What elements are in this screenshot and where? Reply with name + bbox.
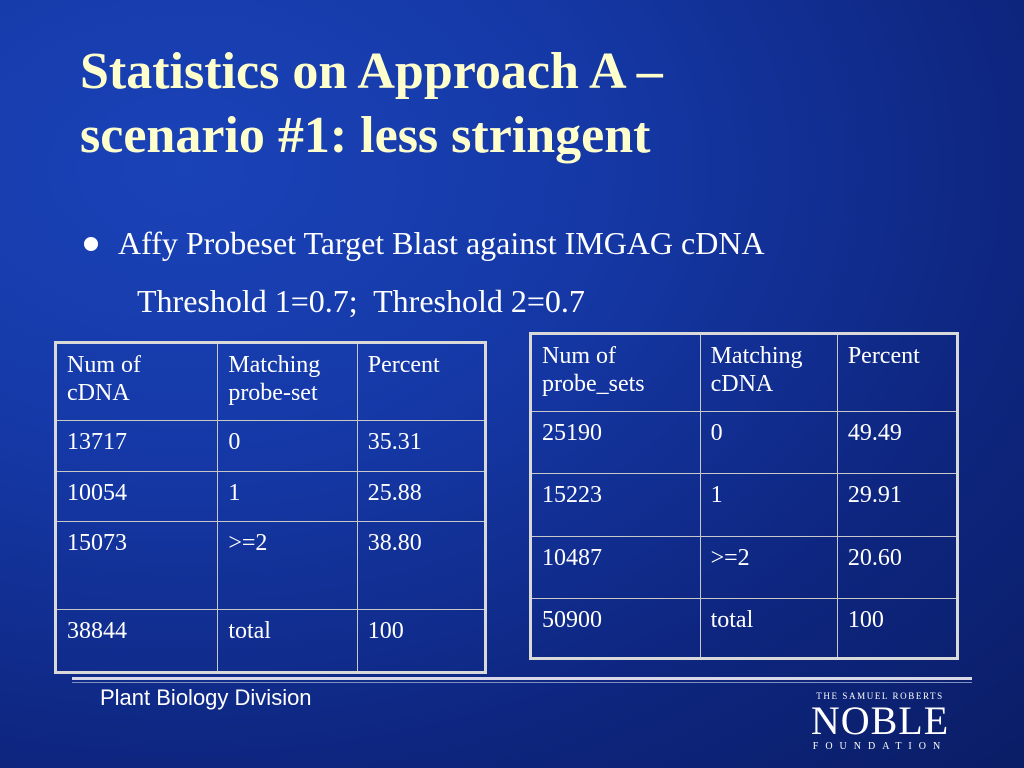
noble-foundation-logo: THE SAMUEL ROBERTS NOBLE FOUNDATION — [800, 690, 960, 754]
footer-divider — [72, 677, 972, 680]
table-row: 25190 0 49.49 — [530, 411, 959, 474]
table-cell: 20.60 — [836, 536, 959, 599]
table-cell: 49.49 — [836, 411, 959, 474]
probe-set-stats-table: Num of probe_sets Matching cDNA Percent … — [529, 332, 959, 660]
table-cell: total — [699, 598, 838, 659]
bullet-item: Affy Probeset Target Blast against IMGAG… — [84, 222, 765, 264]
logo-top-text: THE SAMUEL ROBERTS — [816, 691, 944, 701]
footer-divider-thin — [72, 682, 972, 683]
slide-title-line-2: scenario #1: less stringent — [80, 107, 651, 164]
table-header-row: Num of probe_sets Matching cDNA Percent — [530, 333, 959, 412]
table-header-cell: Matching probe-set — [217, 342, 358, 421]
table-cell: >=2 — [699, 536, 838, 599]
table-cell: >=2 — [217, 521, 358, 610]
table-cell: 29.91 — [836, 473, 959, 537]
table-cell: 50900 — [530, 598, 701, 659]
table-cell: 13717 — [54, 420, 219, 472]
table-header-cell: Matching cDNA — [699, 333, 838, 412]
slide-title: Statistics on Approach A – scenario #1: … — [80, 40, 980, 168]
logo-main-text: NOBLE — [810, 698, 950, 743]
table-row: 15223 1 29.91 — [530, 473, 959, 537]
table-cell: 10054 — [54, 471, 219, 522]
cdna-stats-table: Num of cDNA Matching probe-set Percent 1… — [54, 341, 487, 674]
table-cell: 25190 — [530, 411, 701, 474]
table-cell: 15223 — [530, 473, 701, 537]
table-header-cell: Num of probe_sets — [530, 333, 701, 412]
bullet-dot-icon — [84, 236, 98, 251]
table-cell: 10487 — [530, 536, 701, 599]
table-cell: 100 — [836, 598, 959, 659]
table-cell: 1 — [217, 471, 358, 522]
table-row: 50900 total 100 — [530, 598, 959, 659]
table-header-cell: Num of cDNA — [54, 342, 219, 421]
table-cell: total — [217, 609, 358, 673]
table-cell: 0 — [699, 411, 838, 474]
threshold-text: Threshold 1=0.7; Threshold 2=0.7 — [137, 283, 585, 319]
table-row: 38844 total 100 — [54, 609, 487, 673]
table-cell: 25.88 — [356, 471, 487, 522]
logo-bottom-text: FOUNDATION — [812, 741, 948, 752]
table-row: 15073 >=2 38.80 — [54, 521, 487, 610]
table-header-row: Num of cDNA Matching probe-set Percent — [54, 342, 487, 421]
table-cell: 15073 — [54, 521, 219, 610]
table-row: 13717 0 35.31 — [54, 420, 487, 472]
table-cell: 35.31 — [356, 420, 487, 472]
table-cell: 100 — [356, 609, 487, 673]
table-cell: 38844 — [54, 609, 219, 673]
table-header-cell: Percent — [356, 342, 487, 421]
table-cell: 0 — [217, 420, 358, 472]
table-header-cell: Percent — [836, 333, 959, 412]
table-cell: 38.80 — [356, 521, 487, 610]
footer-division-label: Plant Biology Division — [100, 685, 312, 710]
slide-title-line-1: Statistics on Approach A – — [80, 43, 663, 100]
bullet-text: Affy Probeset Target Blast against IMGAG… — [118, 225, 765, 261]
table-row: 10487 >=2 20.60 — [530, 536, 959, 599]
table-cell: 1 — [699, 473, 838, 537]
table-row: 10054 1 25.88 — [54, 471, 487, 522]
